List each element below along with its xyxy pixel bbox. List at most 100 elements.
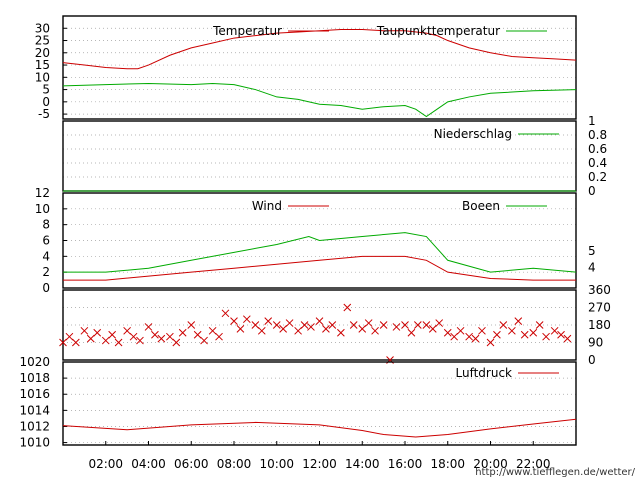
legend-label: Wind [252, 199, 282, 213]
series-line-wind [63, 255, 576, 281]
wind-direction-point [172, 338, 181, 347]
wind-direction-point [520, 330, 529, 339]
y-right-tick-label: 5 [588, 244, 596, 258]
y-tick-label: -5 [38, 107, 50, 121]
wind-direction-point [337, 328, 345, 337]
x-tick-label: 14:00 [345, 457, 380, 471]
legend-label: Niederschlag [434, 127, 512, 141]
y-tick-label: 1016 [19, 387, 50, 401]
y-tick-label: 1018 [19, 371, 50, 385]
panel-frame [62, 289, 577, 361]
wind-direction-point [343, 303, 352, 312]
y-tick-label: 4 [42, 249, 50, 263]
y-right-tick-label: 270 [588, 301, 611, 315]
series-line-boeen [63, 232, 577, 273]
y-right-tick-label: 0 [588, 353, 596, 367]
y-tick-label: 1020 [19, 355, 50, 369]
y-right-tick-label: 4 [588, 260, 596, 274]
wind-direction-point [379, 321, 388, 329]
legend-label: Boeen [462, 199, 500, 213]
wind-direction-point [101, 336, 110, 345]
panel-precip: 10.80.60.40.20 Niederschlag [62, 114, 607, 198]
wind-direction-point [364, 319, 373, 327]
wind-direction-point [456, 326, 465, 335]
wind-direction-point [221, 309, 230, 318]
wind-direction-point [392, 323, 401, 331]
wind-direction-point [443, 328, 452, 337]
y-tick-label: 10 [35, 70, 50, 84]
wind-direction-point [471, 334, 480, 343]
wind-direction-point [251, 321, 260, 329]
wind-direction-point [136, 336, 144, 345]
wind-direction-point [499, 321, 508, 329]
wind-direction-point [108, 330, 117, 339]
wind-direction-point [236, 325, 245, 333]
wind-direction-point [285, 319, 294, 327]
series-line-taupunkttemperatur [62, 82, 577, 118]
wind-direction-point [542, 332, 550, 341]
wind-direction-point [71, 338, 80, 347]
y-tick-label: 30 [35, 21, 50, 35]
wind-direction-point [123, 326, 131, 335]
wind-direction-point [178, 328, 187, 337]
wind-direction-point [242, 315, 251, 324]
wind-direction-point [307, 323, 315, 331]
wind-direction-point [187, 321, 196, 329]
x-tick-label: 06:00 [174, 457, 209, 471]
series-line-luftdruck [62, 418, 577, 438]
x-tick-label: 18:00 [430, 457, 465, 471]
y-right-tick-label: 0.2 [588, 170, 607, 184]
y-right-tick-label: 0 [588, 184, 596, 198]
panel-direction: 360 270 180 90 0 [59, 283, 611, 367]
x-tick-label: 20:00 [473, 457, 508, 471]
wind-direction-point [157, 334, 166, 343]
wind-direction-point [428, 325, 437, 333]
wind-direction-point [407, 328, 416, 337]
wind-direction-point [80, 326, 89, 335]
wind-direction-point [193, 330, 202, 339]
wind-direction-point [557, 330, 565, 339]
y-tick-label: 1010 [19, 436, 50, 450]
x-tick-label: 04:00 [131, 457, 166, 471]
y-tick-label: 1012 [19, 419, 50, 433]
wind-direction-point [264, 317, 273, 325]
y-right-tick-label: 0.8 [588, 128, 607, 142]
wind-direction-point [478, 326, 486, 335]
y-tick-label: 1014 [19, 403, 50, 417]
wind-direction-point [563, 334, 572, 343]
wind-direction-point [86, 334, 95, 343]
x-axis: 02:00 04:00 06:00 08:00 10:00 12:00 14:00 16:00… [88, 441, 551, 471]
wind-direction-point [129, 332, 138, 341]
y-right-tick-label: 0.4 [588, 156, 607, 170]
wind-direction-point [328, 321, 337, 329]
wind-direction-point [65, 332, 74, 341]
y-tick-label: 25 [35, 34, 50, 48]
wind-direction-point [529, 328, 538, 337]
wind-direction-point [493, 330, 501, 339]
y-right-tick-label: 90 [588, 336, 603, 350]
x-tick-label: 10:00 [259, 457, 294, 471]
wind-direction-point [401, 321, 409, 329]
wind-direction-point [59, 338, 67, 347]
wind-direction-point [151, 330, 159, 339]
wind-direction-point [279, 325, 288, 333]
y-right-tick-label: 180 [588, 318, 611, 332]
x-tick-label: 12:00 [302, 457, 337, 471]
wind-direction-point [315, 317, 324, 325]
y-tick-label: 12 [35, 186, 50, 200]
wind-direction-point [349, 321, 358, 329]
wind-direction-point [413, 321, 422, 329]
wind-direction-point [450, 332, 459, 341]
y-tick-label: 2 [42, 265, 50, 279]
y-tick-label: 10 [35, 202, 50, 216]
wind-direction-point [114, 338, 123, 347]
panel-frame [62, 15, 577, 120]
y-right-tick-label: 1 [588, 114, 596, 128]
y-tick-label: 5 [42, 83, 50, 97]
wind-direction-point [508, 326, 516, 335]
y-right-tick-label: 360 [588, 283, 611, 297]
wind-direction-point [358, 325, 367, 333]
wind-direction-point [144, 323, 153, 331]
